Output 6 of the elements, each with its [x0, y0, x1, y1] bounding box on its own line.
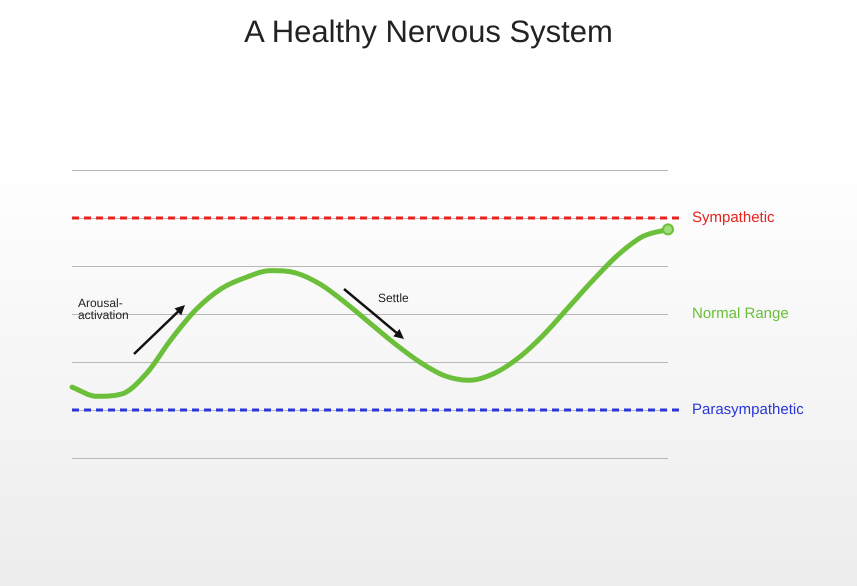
annotation: Settle: [378, 291, 410, 305]
chart-title: A Healthy Nervous System: [243, 14, 614, 50]
ref-line-label: Parasympathetic: [692, 401, 804, 418]
text: Normal Range: [692, 305, 789, 322]
ref-line-label: Sympathetic: [692, 209, 776, 226]
annotation: Arousal-activation: [78, 296, 130, 322]
